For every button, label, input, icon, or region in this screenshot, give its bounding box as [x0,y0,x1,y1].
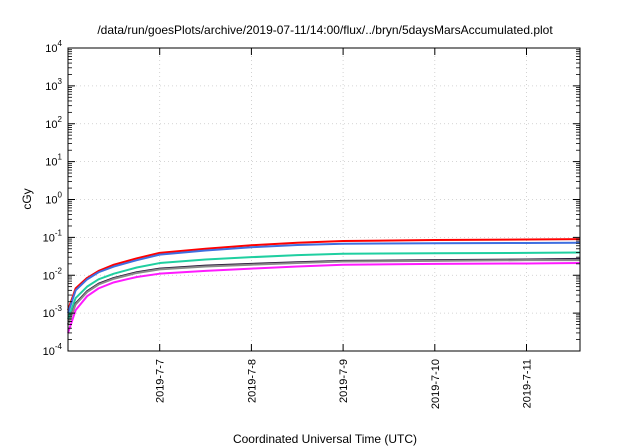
series-line-6 [67,262,581,334]
series-line-1 [67,238,581,311]
y-tick-label: 10-2 [43,266,63,282]
y-tick-label: 103 [45,77,62,93]
chart-title: /data/run/goesPlots/archive/2019-07-11/1… [97,23,553,37]
x-tick-label: 2019-7-9 [338,359,350,403]
y-tick-label: 101 [45,153,62,169]
y-axis-label: cGy [20,188,34,209]
y-tick-label: 102 [45,115,62,131]
x-tick-label: 2019-7-8 [246,359,258,403]
series-line-5 [67,259,580,325]
series-line-3 [67,251,581,320]
x-tick-label: 2019-7-10 [430,359,442,409]
ticks-layer: 10-4 10-3 10-2 10-1 100 101 102 103 104 2019-7-7 2… [43,39,580,409]
y-tick-label: 10-1 [43,228,63,244]
series-layer [67,238,581,334]
series-line-2 [67,241,581,314]
x-tick-label: 2019-7-7 [155,359,167,403]
grid-lines [68,48,580,351]
y-tick-label: 10-3 [43,304,63,320]
y-tick-label: 104 [45,39,62,55]
y-tick-label: 10-4 [43,342,63,358]
y-tick-label: 100 [45,191,62,207]
x-tick-label: 2019-7-11 [522,359,534,408]
x-axis-label: Coordinated Universal Time (UTC) [233,432,417,446]
series-line-4 [67,257,581,325]
